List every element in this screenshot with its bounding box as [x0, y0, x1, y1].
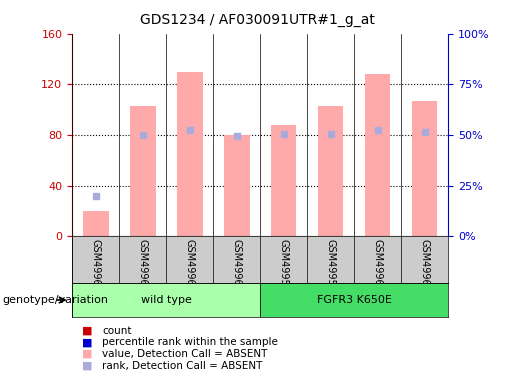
Bar [177, 72, 202, 236]
Text: GDS1234 / AF030091UTR#1_g_at: GDS1234 / AF030091UTR#1_g_at [140, 13, 375, 27]
Text: GSM49959: GSM49959 [325, 238, 336, 291]
Text: GSM49964: GSM49964 [184, 238, 195, 291]
Text: percentile rank within the sample: percentile rank within the sample [102, 338, 278, 347]
Text: GSM49962: GSM49962 [91, 238, 100, 291]
Text: value, Detection Call = ABSENT: value, Detection Call = ABSENT [102, 349, 267, 359]
Text: count: count [102, 326, 131, 336]
Bar [83, 211, 109, 236]
Text: GSM49960: GSM49960 [372, 238, 383, 291]
Text: GSM49965: GSM49965 [232, 238, 242, 291]
Bar [411, 101, 437, 236]
Bar [271, 125, 297, 236]
Bar [318, 106, 344, 236]
Bar [224, 135, 249, 236]
Bar [365, 74, 390, 236]
Bar [130, 106, 156, 236]
Bar [260, 283, 448, 317]
Text: GSM49963: GSM49963 [138, 238, 148, 291]
Text: ■: ■ [82, 361, 93, 370]
Text: GSM49961: GSM49961 [420, 238, 430, 291]
Text: GSM49958: GSM49958 [279, 238, 288, 291]
Bar [72, 283, 260, 317]
Text: ■: ■ [82, 338, 93, 347]
Text: rank, Detection Call = ABSENT: rank, Detection Call = ABSENT [102, 361, 262, 370]
Text: wild type: wild type [141, 295, 192, 305]
Text: ■: ■ [82, 326, 93, 336]
Text: ■: ■ [82, 349, 93, 359]
Text: genotype/variation: genotype/variation [3, 295, 109, 305]
Text: FGFR3 K650E: FGFR3 K650E [317, 295, 391, 305]
